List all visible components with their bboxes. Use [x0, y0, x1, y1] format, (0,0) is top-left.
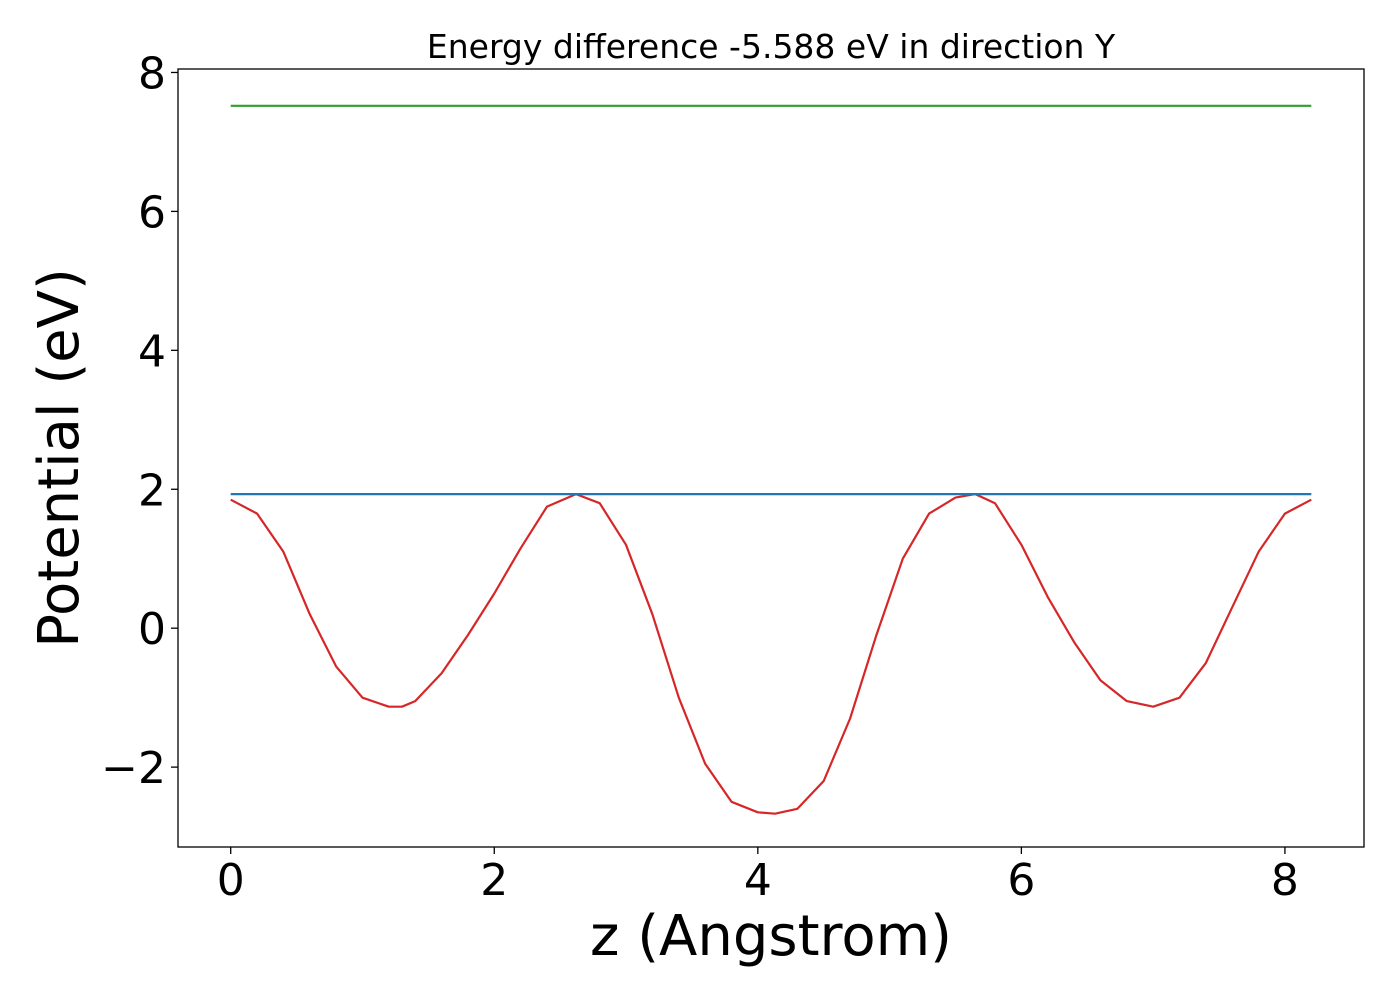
x-tick-label: 6 — [1007, 855, 1035, 906]
y-tick-label: 8 — [138, 48, 166, 99]
plot-frame — [177, 68, 1365, 848]
x-tick-label: 2 — [480, 855, 508, 906]
y-axis: −2 0 2 4 6 8 — [101, 48, 178, 794]
y-tick-label: 0 — [138, 604, 166, 655]
x-axis-label: z (Angstrom) — [590, 904, 952, 969]
y-tick-label: 2 — [138, 465, 166, 516]
chart-title: Energy difference -5.588 eV in direction… — [427, 27, 1116, 66]
y-tick-label: 4 — [138, 326, 166, 377]
x-tick-label: 0 — [217, 855, 245, 906]
y-axis-label: Potential (eV) — [27, 268, 92, 648]
x-tick-label: 4 — [744, 855, 772, 906]
series-line-1 — [230, 493, 1312, 815]
y-tick-label: −2 — [101, 743, 166, 794]
series-layer — [230, 104, 1312, 815]
x-axis: 0 2 4 6 8 — [217, 847, 1299, 906]
x-tick-label: 8 — [1271, 855, 1299, 906]
y-tick-label: 6 — [138, 187, 166, 238]
